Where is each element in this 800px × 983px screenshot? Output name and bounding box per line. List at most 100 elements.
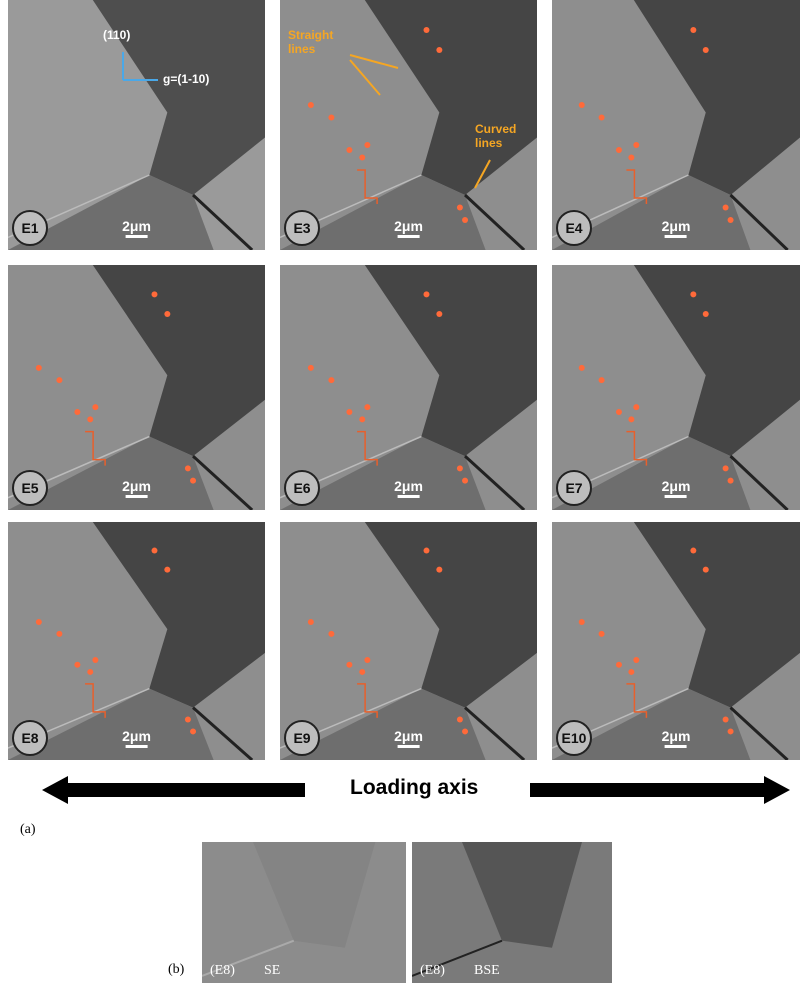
dislocation-marker	[579, 102, 585, 108]
dislocation-marker	[346, 662, 352, 668]
dislocation-marker	[56, 631, 62, 637]
dislocation-marker	[36, 365, 42, 371]
dislocation-marker	[703, 567, 709, 573]
dislocation-marker	[308, 102, 314, 108]
micrograph	[280, 265, 537, 510]
dislocation-marker	[308, 365, 314, 371]
dislocation-marker	[359, 669, 365, 675]
dislocation-marker	[364, 657, 370, 663]
dislocation-marker	[185, 465, 191, 471]
dislocation-marker	[56, 377, 62, 383]
dislocation-marker	[36, 619, 42, 625]
frame-label: (E8)	[420, 963, 445, 979]
dislocation-marker	[462, 217, 468, 223]
panel-label: E1	[12, 210, 48, 246]
dislocation-marker	[364, 404, 370, 410]
dislocation-marker	[599, 377, 605, 383]
panel-label: E3	[284, 210, 320, 246]
dislocation-marker	[579, 365, 585, 371]
dislocation-marker	[164, 567, 170, 573]
dislocation-marker	[436, 567, 442, 573]
part-a-label: (a)	[20, 822, 36, 838]
dislocation-marker	[151, 291, 157, 297]
dislocation-marker	[364, 142, 370, 148]
scale-bar: 2μm	[394, 218, 423, 238]
dislocation-marker	[457, 717, 463, 723]
dislocation-marker	[723, 205, 729, 211]
dislocation-marker	[328, 115, 334, 121]
panel-label: E4	[556, 210, 592, 246]
scale-bar: 2μm	[122, 728, 151, 748]
scale-bar: 2μm	[394, 478, 423, 498]
micrograph	[202, 842, 406, 983]
dislocation-marker	[457, 205, 463, 211]
axis-label: Loading axis	[350, 776, 478, 800]
dislocation-marker	[87, 416, 93, 422]
dislocation-marker	[703, 47, 709, 53]
sub-panel: (E8) BSE	[412, 842, 612, 983]
dislocation-marker	[723, 717, 729, 723]
dislocation-marker	[328, 377, 334, 383]
dislocation-marker	[690, 27, 696, 33]
dislocation-marker	[436, 47, 442, 53]
scale-bar: 2μm	[122, 218, 151, 238]
dislocation-marker	[462, 478, 468, 484]
dislocation-marker	[633, 404, 639, 410]
micrograph	[412, 842, 612, 983]
panel-label: E7	[556, 470, 592, 506]
dislocation-marker	[616, 662, 622, 668]
dislocation-marker	[87, 669, 93, 675]
dislocation-marker	[346, 147, 352, 153]
panel-label: E9	[284, 720, 320, 756]
dislocation-marker	[728, 478, 734, 484]
scale-bar: 2μm	[662, 478, 691, 498]
dislocation-marker	[633, 142, 639, 148]
page: Loading axis (a) (b) E12μm(110)g=(1-10)E…	[0, 0, 800, 983]
dislocation-marker	[690, 291, 696, 297]
micrograph	[8, 0, 265, 250]
scale-bar: 2μm	[662, 218, 691, 238]
dislocation-marker	[190, 728, 196, 734]
dislocation-marker	[436, 311, 442, 317]
dislocation-marker	[728, 728, 734, 734]
dislocation-marker	[628, 669, 634, 675]
micrograph-panel: E4 2μm	[552, 0, 800, 250]
dislocation-marker	[346, 409, 352, 415]
curved-lines-label: Curved lines	[475, 122, 525, 150]
micrograph	[552, 0, 800, 250]
dislocation-marker	[457, 465, 463, 471]
dislocation-marker	[185, 717, 191, 723]
dislocation-marker	[308, 619, 314, 625]
micrograph-panel: E10 2μm	[552, 522, 800, 760]
dislocation-marker	[628, 416, 634, 422]
direction-label: (110)	[103, 28, 130, 42]
mode-label: BSE	[474, 963, 500, 979]
dislocation-marker	[579, 619, 585, 625]
micrograph	[552, 522, 800, 760]
dislocation-marker	[616, 409, 622, 415]
dislocation-marker	[703, 311, 709, 317]
dislocation-marker	[723, 465, 729, 471]
micrograph	[280, 522, 537, 760]
scale-bar: 2μm	[662, 728, 691, 748]
dislocation-marker	[151, 548, 157, 554]
dislocation-marker	[92, 657, 98, 663]
dislocation-marker	[599, 115, 605, 121]
panel-label: E10	[556, 720, 592, 756]
scale-bar: 2μm	[122, 478, 151, 498]
straight-lines-label: Straight lines	[288, 28, 348, 56]
frame-label: (E8)	[210, 963, 235, 979]
micrograph	[8, 265, 265, 510]
right-arrow	[530, 776, 790, 804]
micrograph-panel: E7 2μm	[552, 265, 800, 510]
micrograph-panel: E3 2μm Straight lines Curved lines	[280, 0, 537, 250]
dislocation-marker	[423, 27, 429, 33]
dislocation-marker	[728, 217, 734, 223]
micrograph	[552, 265, 800, 510]
dislocation-marker	[92, 404, 98, 410]
micrograph	[8, 522, 265, 760]
